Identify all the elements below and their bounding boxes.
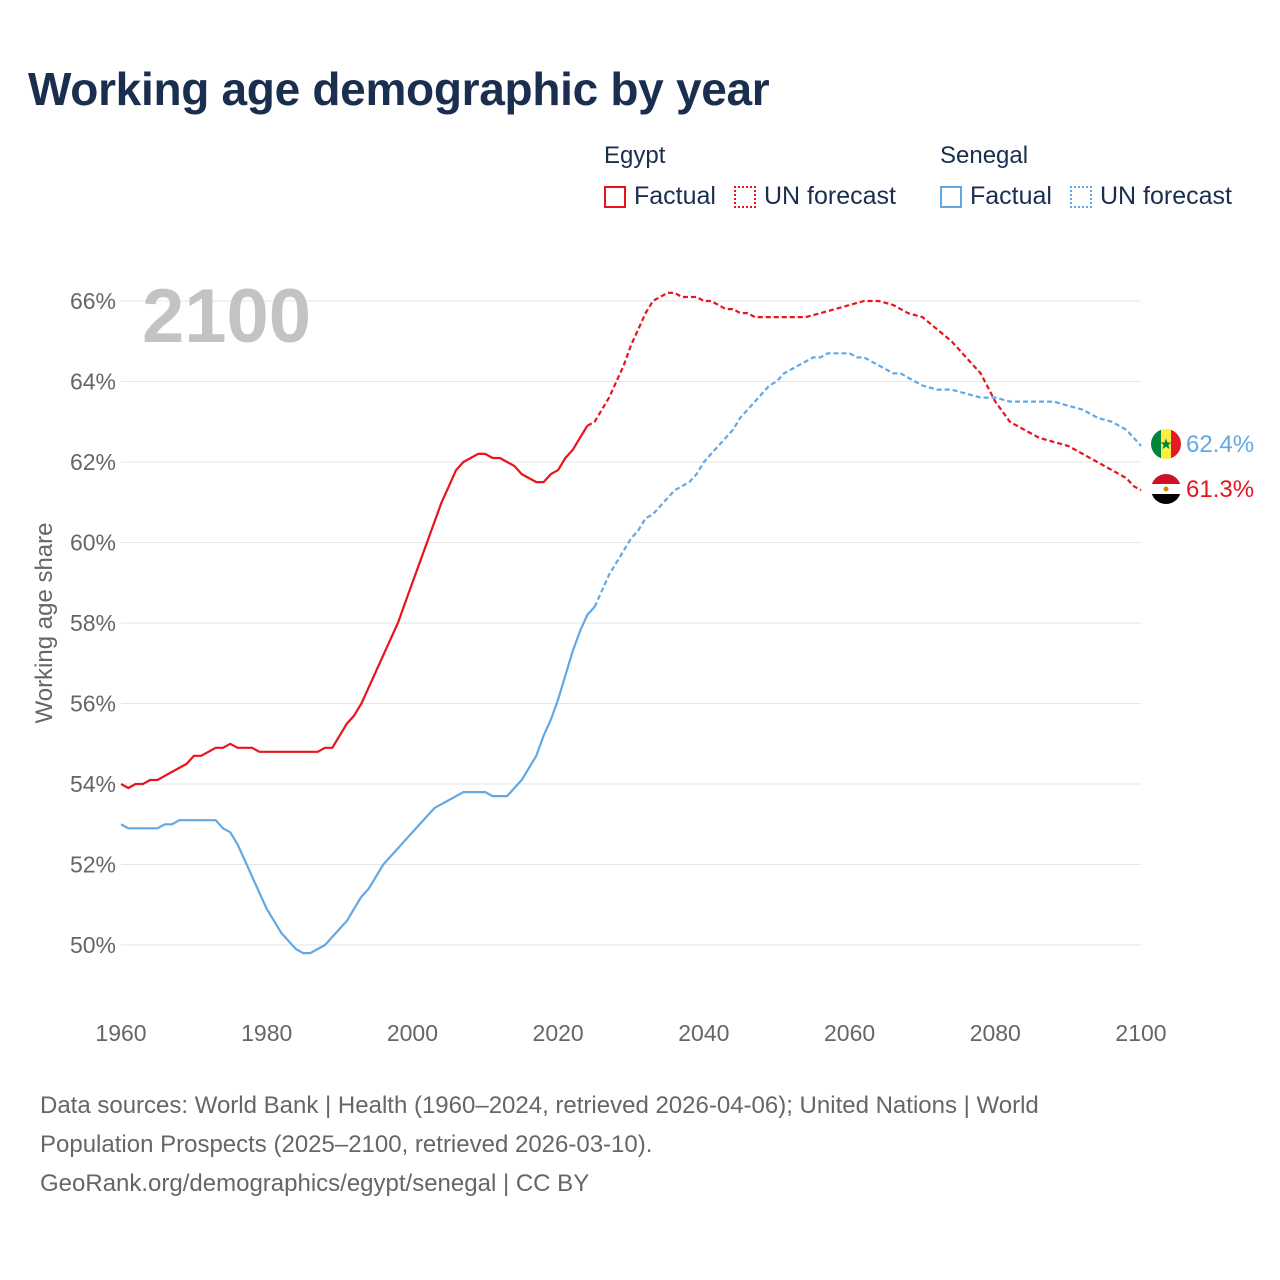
y-tick-label: 62%	[70, 449, 116, 475]
y-tick-label: 52%	[70, 852, 116, 878]
senegal-flag-icon	[1151, 429, 1181, 459]
legend-group-senegal: Senegal Factual UN forecast	[940, 142, 1232, 211]
x-tick-label: 1980	[241, 1020, 292, 1046]
y-axis-label: Working age share	[31, 523, 58, 724]
legend-senegal-forecast[interactable]: UN forecast	[1069, 182, 1232, 211]
legend-group-title: Egypt	[604, 142, 666, 169]
x-tick-label: 2040	[678, 1020, 729, 1046]
x-tick-label: 2080	[970, 1020, 1021, 1046]
y-tick-label: 66%	[70, 288, 116, 314]
legend-label: Factual	[970, 182, 1052, 210]
source-line: Data sources: World Bank | Health (1960–…	[40, 1092, 1039, 1119]
y-tick-label: 56%	[70, 691, 116, 717]
end-label-egypt: 61.3%	[1186, 476, 1254, 503]
legend-egypt-forecast[interactable]: UN forecast	[733, 182, 896, 211]
end-label-senegal: 62.4%	[1186, 431, 1254, 458]
egypt-factual-line	[120, 425, 589, 790]
y-tick-label: 60%	[70, 530, 116, 556]
senegal-forecast-line	[593, 352, 1142, 608]
legend-swatch-dotted-icon	[1069, 185, 1092, 208]
y-tick-label: 58%	[70, 610, 116, 636]
egypt-flag-icon	[1151, 474, 1181, 504]
x-tick-label: 2000	[387, 1020, 438, 1046]
y-axis: 50% 52% 54% 56% 58% 60% 62% 64% 66%	[70, 288, 116, 958]
legend-label: Factual	[634, 182, 716, 210]
legend-swatch-dotted-icon	[733, 185, 756, 208]
year-watermark: 2100	[142, 274, 311, 359]
egypt-forecast-line	[586, 291, 1142, 492]
x-tick-label: 2020	[533, 1020, 584, 1046]
legend-swatch-solid-icon	[940, 185, 962, 208]
source-note: Data sources: World Bank | Health (1960–…	[40, 1086, 1220, 1203]
x-tick-label: 1960	[95, 1020, 146, 1046]
legend-group-title: Senegal	[940, 142, 1029, 169]
source-line: GeoRank.org/demographics/egypt/senegal |…	[40, 1170, 590, 1197]
legend-swatch-solid-icon	[604, 185, 626, 208]
senegal-factual-line	[120, 606, 596, 955]
legend-egypt-factual[interactable]: Factual	[604, 182, 716, 211]
legend-group-egypt: Egypt Factual UN forecast	[604, 142, 896, 211]
y-tick-label: 50%	[70, 932, 116, 958]
y-tick-label: 64%	[70, 369, 116, 395]
line-chart: 2100 50% 52% 54% 56% 58% 60% 62% 64% 66% 1960 198…	[31, 274, 1254, 1046]
legend-senegal-factual[interactable]: Factual	[940, 182, 1052, 211]
x-axis: 1960 1980 2000 2020 2040 2060 2080 2100	[95, 1020, 1166, 1046]
legend-label: UN forecast	[1099, 182, 1232, 210]
series-layer	[120, 291, 1142, 955]
source-line: Population Prospects (2025–2100, retriev…	[40, 1131, 653, 1158]
chart-title: Working age demographic by year	[28, 63, 770, 115]
x-tick-label: 2100	[1115, 1020, 1166, 1046]
legend-label: UN forecast	[763, 182, 896, 210]
x-tick-label: 2060	[824, 1020, 875, 1046]
y-tick-label: 54%	[70, 771, 116, 797]
